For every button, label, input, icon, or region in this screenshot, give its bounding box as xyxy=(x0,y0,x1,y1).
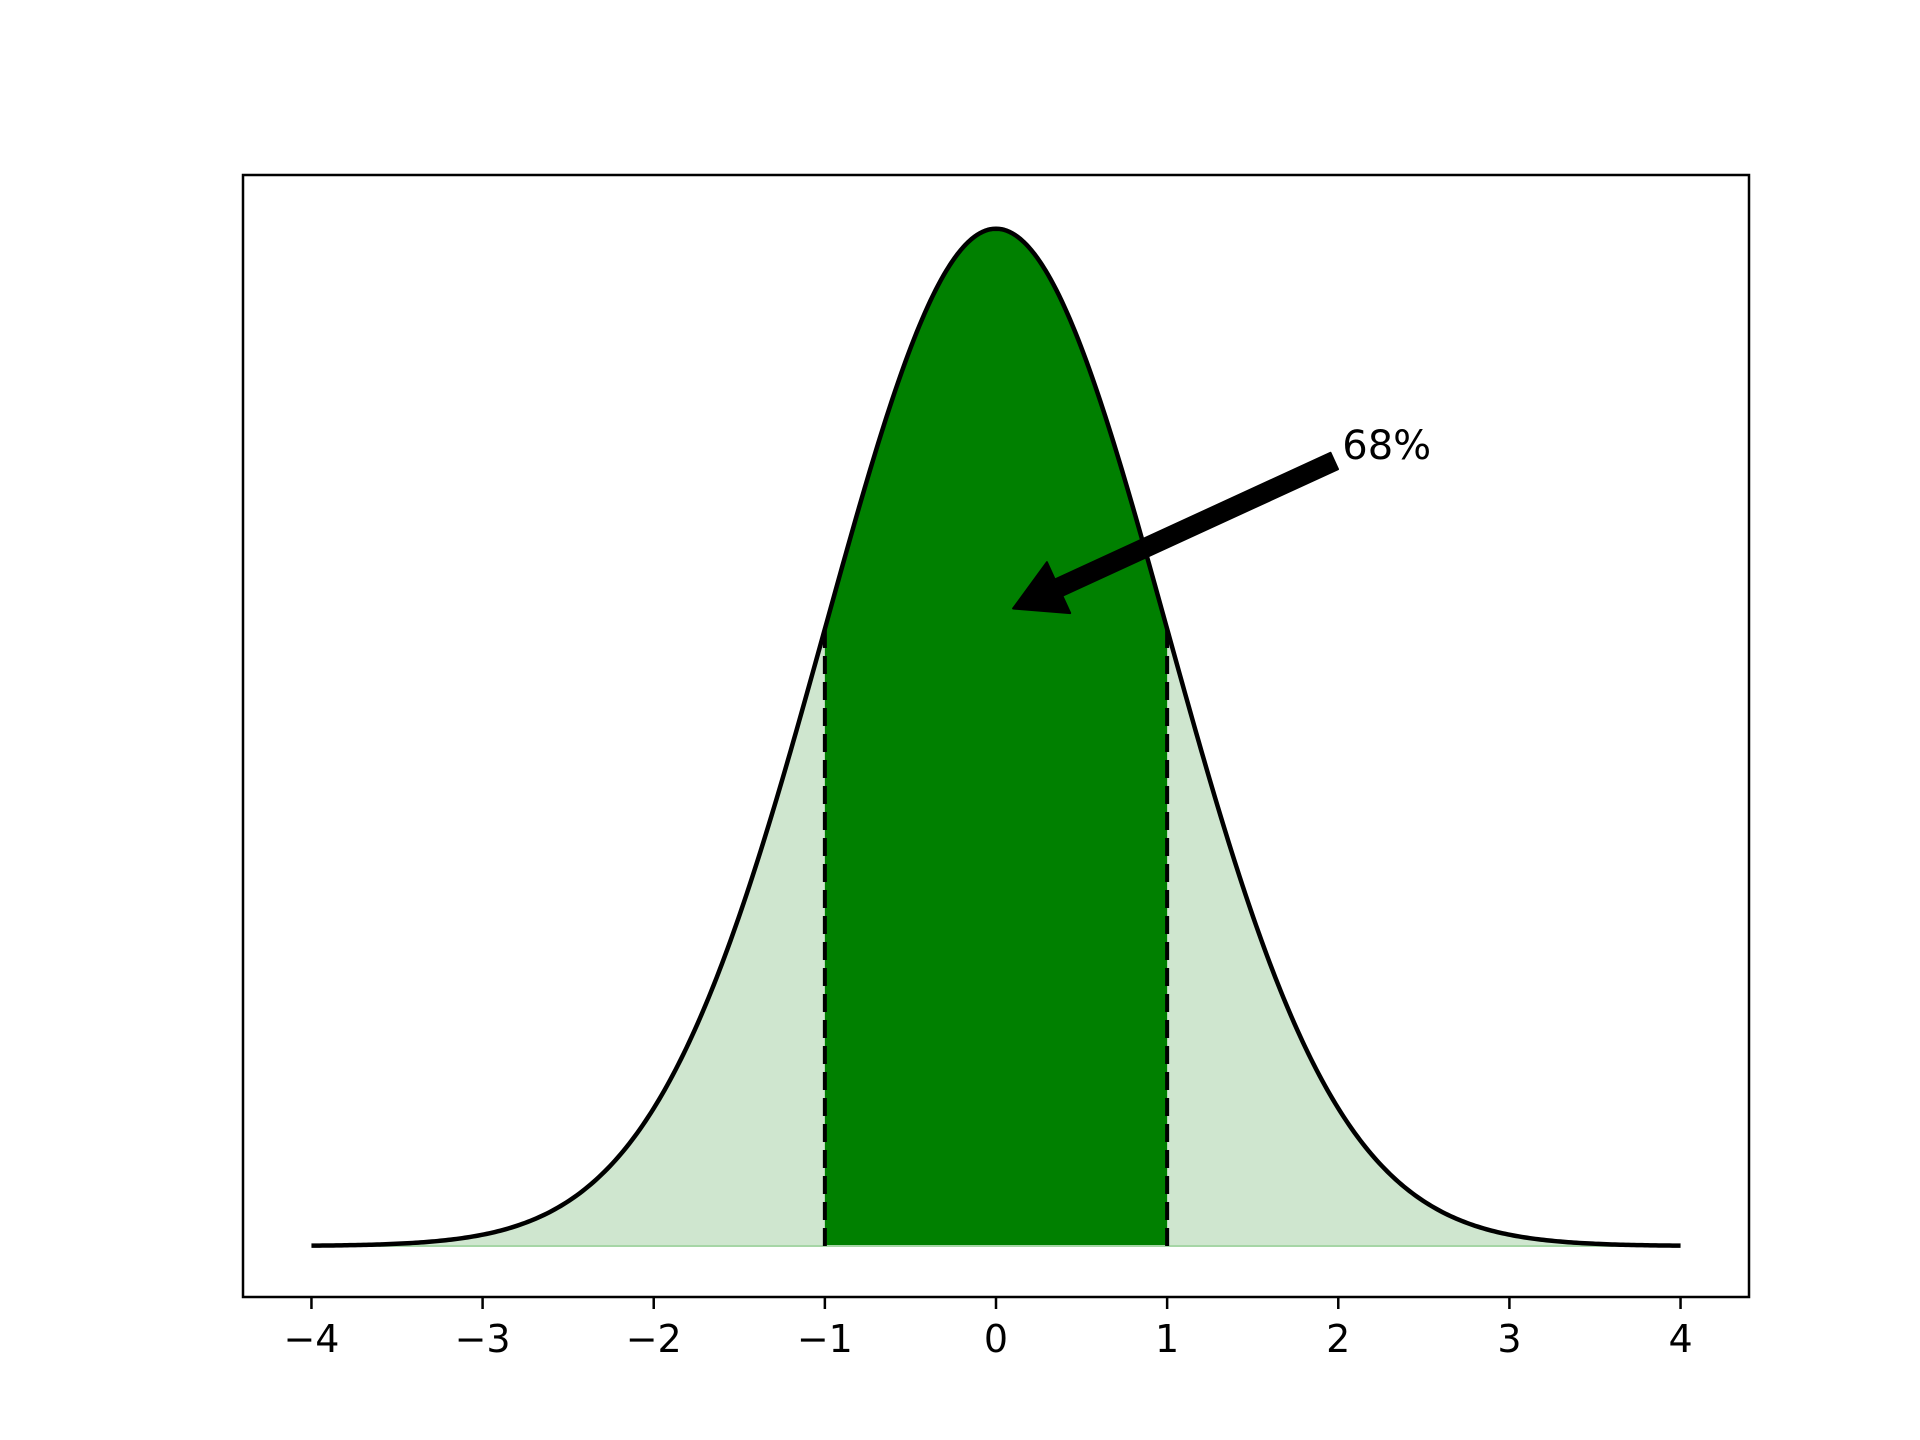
shaded-region-one-sigma xyxy=(824,228,1168,1246)
annotation-label: 68% xyxy=(1342,423,1431,469)
x-tick-label: 3 xyxy=(1497,1317,1521,1361)
density-curve xyxy=(311,226,1681,1248)
annotation-arrow xyxy=(1012,451,1339,615)
x-tick-label: −2 xyxy=(626,1317,682,1361)
plot-area xyxy=(311,226,1681,1248)
x-axis: −4 −3 −2 −1 0 1 2 3 4 xyxy=(283,1297,1693,1361)
x-tick-label: 1 xyxy=(1155,1317,1179,1361)
x-tick-label: −4 xyxy=(283,1317,339,1361)
x-tick-label: 4 xyxy=(1668,1317,1692,1361)
x-tick-label: 2 xyxy=(1326,1317,1350,1361)
x-tick-label: 0 xyxy=(984,1317,1008,1361)
annotation: 68% xyxy=(1012,423,1431,615)
x-tick-label: −1 xyxy=(797,1317,853,1361)
x-tick-label: −3 xyxy=(455,1317,511,1361)
